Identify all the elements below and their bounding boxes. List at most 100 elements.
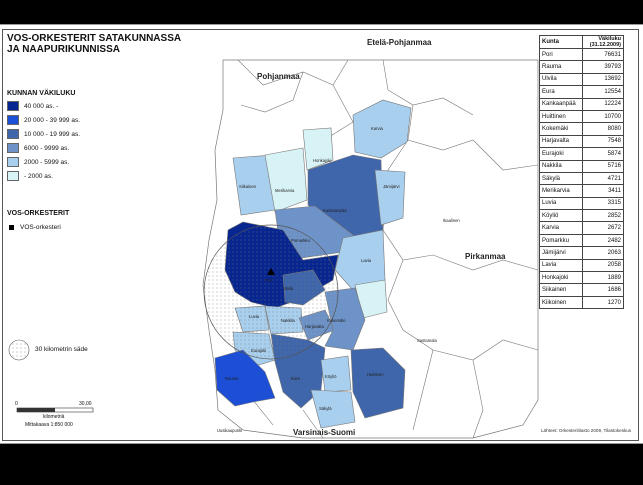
table-cell-kunta: Honkajoki — [539, 271, 583, 285]
table-cell-vakiluku: 7548 — [582, 134, 624, 149]
table-cell-vakiluku: 2063 — [582, 246, 624, 260]
table-cell-vakiluku: 2852 — [582, 209, 624, 223]
legend-circle-symbol — [8, 339, 30, 361]
municipality-label: Karvia — [371, 126, 384, 131]
municipality-label: Nakkila — [281, 318, 295, 323]
table-cell-vakiluku: 4721 — [582, 171, 624, 186]
table-cell-kunta: Siikainen — [539, 283, 583, 297]
vos-legend-title: VOS-ORKESTERIT — [7, 210, 70, 217]
table-header-vakiluku: Väkiluku (31.12.2009) — [582, 35, 624, 49]
table-cell-kunta: Luvia — [539, 196, 583, 211]
region-pohjanmaa: Pohjanmaa — [257, 72, 300, 81]
municipality-label: Rauma — [225, 376, 239, 381]
table-header-kunta: Kunta — [539, 35, 583, 49]
table-cell-kunta: Jämijärvi — [539, 246, 583, 260]
municipality-label: Siikainen — [239, 184, 257, 189]
municipality-koylio — [320, 355, 352, 393]
table-row: Pori 76631 — [539, 47, 624, 62]
municipality-label: Honkajoki — [313, 158, 331, 163]
legend-item: 40 000 as. - — [7, 101, 58, 111]
legend-swatch — [7, 157, 19, 167]
table-cell-vakiluku: 10700 — [582, 109, 624, 124]
legend-swatch — [7, 143, 19, 153]
municipality-label: Eura — [291, 376, 301, 381]
table-cell-kunta: Nakkila — [539, 159, 583, 173]
municipality-label: Eurajoki — [251, 348, 266, 353]
legend-item: - 2000 as. — [7, 171, 53, 181]
legend-label: 20 000 - 39 999 as. — [24, 116, 81, 124]
municipality-label: Säkylä — [319, 406, 332, 411]
scale-unit: kilometriä — [43, 414, 65, 420]
population-table: Kunta Väkiluku (31.12.2009) Pori 76631 Rau… — [539, 35, 624, 310]
table-row: Köyliö 2852 — [539, 209, 624, 223]
legend-label: 40 000 as. - — [24, 102, 59, 110]
table-cell-kunta: Huittinen — [539, 109, 583, 124]
municipality-label: Ulvila — [283, 286, 294, 291]
table-cell-kunta: Kiikoinen — [539, 295, 583, 310]
table-cell-vakiluku: 5874 — [582, 147, 624, 161]
municipality-label: Sastamala — [417, 338, 437, 343]
legend-label: 6000 - 9999 as. — [24, 144, 70, 152]
legend-label: - 2000 as. — [24, 172, 53, 180]
table-row: Pomarkku 2482 — [539, 233, 624, 248]
scale-max: 30,00 — [79, 401, 92, 407]
region-etela-pohjanmaa: Etelä-Pohjanmaa — [367, 38, 432, 47]
table-cell-kunta: Harjavalta — [539, 134, 583, 149]
region-pirkanmaa: Pirkanmaa — [465, 252, 506, 261]
vos-legend-label: VOS-orkesteri — [20, 224, 61, 231]
table-row: Luvia 3315 — [539, 196, 624, 211]
table-row: Jämijärvi 2063 — [539, 246, 624, 260]
source-note: Lähteet: Orkesteritilasto 2009, Tilastok… — [541, 428, 632, 433]
municipality-sakyla — [310, 389, 356, 429]
table-cell-vakiluku: 39793 — [582, 60, 624, 74]
municipality-karvia — [352, 99, 412, 159]
municipality-label: Pomarkku — [291, 238, 311, 243]
table-cell-vakiluku: 3411 — [582, 184, 624, 198]
scale-ratio: Mittakaava 1:850 000 — [25, 422, 73, 428]
vos-orchestra-marker — [267, 268, 275, 275]
table-row: Kokemäki 8080 — [539, 122, 624, 136]
radius-circle — [203, 224, 339, 360]
table-row: Huittinen 10700 — [539, 109, 624, 124]
map-frame: Pori Pomarkku Ulvila Nakkila Harjavalta Luvia… — [2, 29, 639, 441]
table-row: Eurajoki 5874 — [539, 147, 624, 161]
table-row: Rauma 39793 — [539, 60, 624, 74]
circle-legend-item: 30 kilometrin säde — [35, 346, 88, 353]
table-row: Nakkila 5716 — [539, 159, 624, 173]
table-cell-vakiluku: 12224 — [582, 97, 624, 111]
map-title: VOS-ORKESTERIT SATAKUNNASSA JA NAAPURIKU… — [7, 33, 181, 55]
municipality-label: Pori — [265, 278, 273, 283]
table-row: Kankaanpää 12224 — [539, 97, 624, 111]
table-row: Honkajoki 1889 — [539, 271, 624, 285]
table-cell-kunta: Kokemäki — [539, 122, 583, 136]
table-cell-kunta: Ulvila — [539, 72, 583, 87]
table-cell-kunta: Pori — [539, 47, 583, 62]
municipality-label: Harjavalta — [305, 324, 325, 329]
municipality-siikainen — [264, 147, 308, 213]
legend-label: 10 000 - 19 999 as. — [24, 130, 81, 138]
vos-legend-item: VOS-orkesteri — [9, 224, 61, 231]
map-title-line-1: VOS-ORKESTERIT SATAKUNNASSA — [7, 33, 182, 44]
municipality-label: Ikaalinen — [443, 218, 460, 223]
table-cell-kunta: Eurajoki — [539, 147, 583, 161]
municipality-label: Luvia — [249, 314, 260, 319]
table-cell-kunta: Karvia — [539, 221, 583, 235]
map: Pori Pomarkku Ulvila Nakkila Harjavalta Luvia… — [8, 59, 539, 439]
legend-swatch — [7, 101, 19, 111]
municipality-labels: Pori Pomarkku Ulvila Nakkila Harjavalta Luvia… — [217, 126, 460, 433]
table-cell-kunta: Merikarvia — [539, 184, 583, 198]
legend-item: 20 000 - 39 999 as. — [7, 115, 80, 125]
table-cell-vakiluku: 13692 — [582, 72, 624, 87]
municipality-label: Uusikaupunki — [217, 428, 242, 433]
legend-item: 10 000 - 19 999 as. — [7, 129, 80, 139]
scale-zero: 0 — [15, 401, 18, 407]
table-cell-kunta: Lavia — [539, 258, 583, 273]
legend-swatch — [7, 171, 19, 181]
region-varsinais-suomi: Varsinais-Suomi — [293, 428, 356, 437]
table-row: Merikarvia 3411 — [539, 184, 624, 198]
table-row: Kiikoinen 1270 — [539, 295, 624, 310]
scale-bar-fill — [17, 408, 55, 412]
table-row: Ulvila 13692 — [539, 72, 624, 87]
table-cell-vakiluku: 2482 — [582, 233, 624, 248]
boundary-lines — [237, 59, 539, 439]
